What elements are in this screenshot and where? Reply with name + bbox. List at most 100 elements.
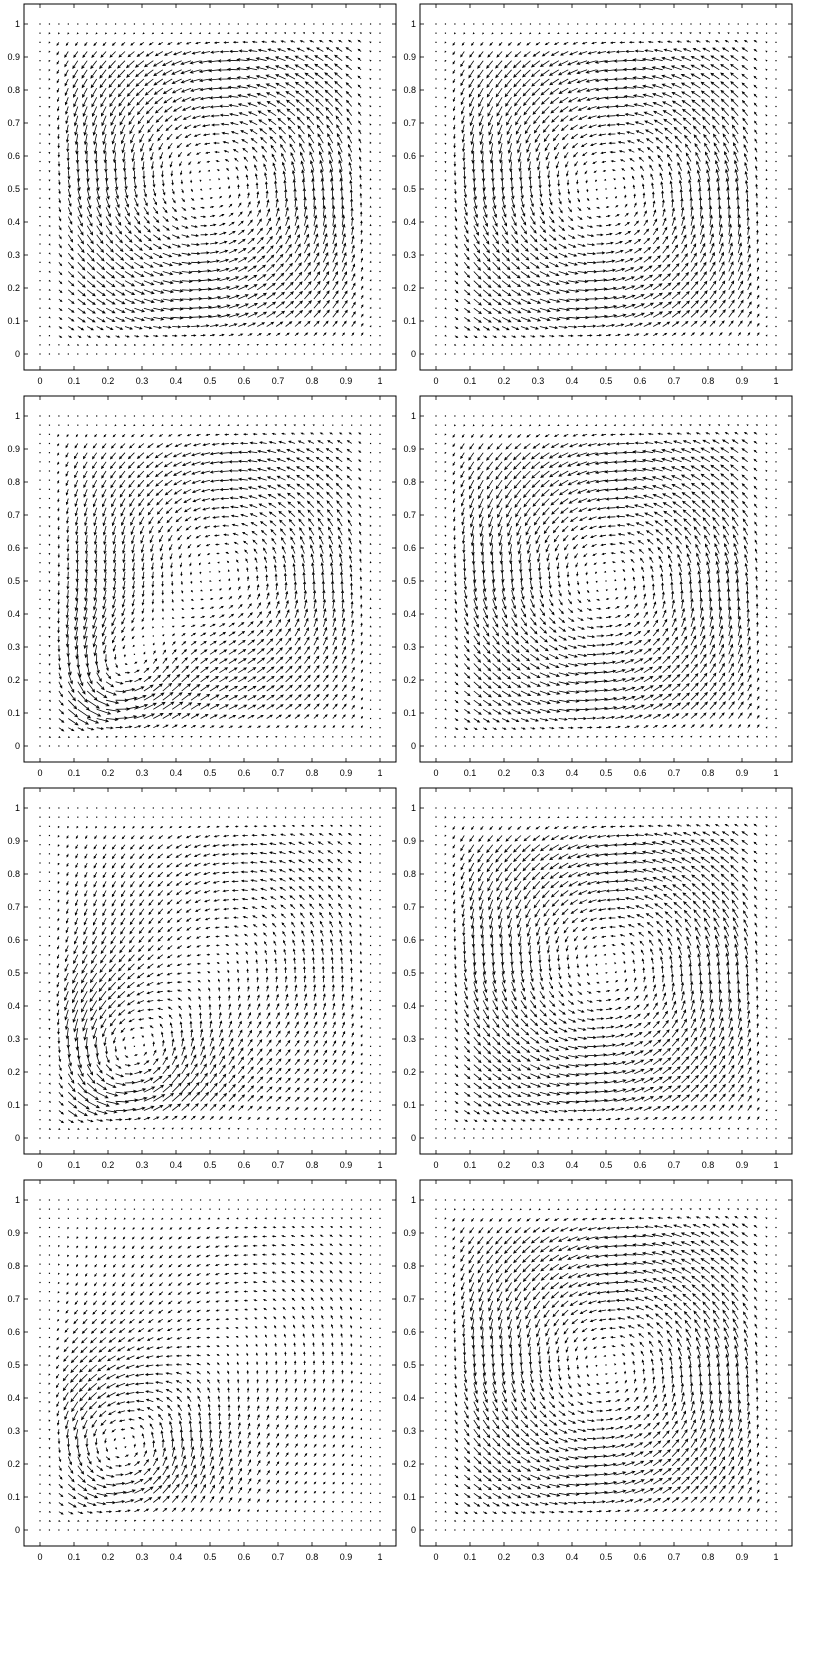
vector-arrow bbox=[135, 69, 145, 78]
vector-arrow bbox=[83, 489, 88, 498]
vector-arrow bbox=[663, 48, 673, 52]
vector-arrow bbox=[39, 708, 41, 710]
vector-arrow bbox=[58, 307, 63, 312]
vector-arrow bbox=[312, 32, 315, 35]
vector-arrow bbox=[511, 663, 521, 671]
vector-arrow bbox=[48, 507, 51, 510]
vector-arrow bbox=[190, 343, 194, 346]
vector-arrow bbox=[587, 261, 597, 265]
vector-arrow bbox=[246, 75, 258, 80]
vector-arrow bbox=[209, 96, 220, 100]
vector-arrow bbox=[112, 535, 116, 545]
vector-arrow bbox=[558, 681, 570, 686]
vector-arrow bbox=[65, 489, 69, 496]
vector-arrow bbox=[294, 332, 299, 337]
vector-arrow bbox=[435, 626, 437, 628]
vector-arrow bbox=[211, 123, 220, 127]
vector-arrow bbox=[605, 314, 618, 318]
vector-arrow bbox=[533, 507, 541, 517]
vector-arrow bbox=[82, 452, 88, 460]
vector-arrow bbox=[520, 617, 528, 627]
vector-arrow bbox=[756, 238, 759, 245]
vector-arrow bbox=[566, 424, 569, 426]
vector-arrow bbox=[124, 234, 133, 243]
vector-arrow bbox=[57, 498, 60, 503]
vector-arrow bbox=[311, 177, 315, 190]
vector-arrow bbox=[149, 525, 154, 535]
vector-arrow bbox=[728, 23, 730, 25]
vector-arrow bbox=[542, 516, 550, 525]
vector-arrow bbox=[701, 116, 711, 126]
vector-arrow bbox=[275, 310, 286, 318]
vector-arrow bbox=[681, 320, 689, 327]
vector-arrow bbox=[652, 102, 663, 107]
vector-arrow bbox=[153, 252, 163, 259]
vector-arrow bbox=[119, 489, 126, 498]
y-tick-label: 0.7 bbox=[7, 510, 20, 520]
vector-arrow bbox=[275, 235, 282, 245]
vector-arrow bbox=[311, 562, 315, 572]
vector-arrow bbox=[500, 32, 503, 35]
vector-arrow bbox=[96, 335, 101, 338]
vector-arrow bbox=[160, 161, 164, 169]
vector-arrow bbox=[594, 32, 598, 35]
vector-arrow bbox=[201, 498, 211, 502]
vector-arrow bbox=[299, 142, 305, 153]
vector-arrow bbox=[511, 289, 522, 296]
vector-arrow bbox=[334, 54, 343, 62]
vector-arrow bbox=[112, 590, 116, 600]
vector-arrow bbox=[266, 199, 270, 208]
vector-arrow bbox=[315, 107, 324, 116]
vector-arrow bbox=[77, 298, 86, 306]
vector-arrow bbox=[530, 727, 536, 730]
vector-arrow bbox=[93, 42, 98, 47]
vector-arrow bbox=[190, 640, 197, 646]
vector-arrow bbox=[222, 140, 229, 144]
vector-arrow bbox=[643, 353, 645, 355]
vector-arrow bbox=[256, 200, 260, 208]
vector-arrow bbox=[464, 690, 471, 697]
vector-arrow bbox=[143, 675, 152, 683]
vector-arrow bbox=[560, 115, 569, 122]
vector-arrow bbox=[569, 51, 578, 56]
vector-arrow bbox=[492, 415, 494, 417]
vector-arrow bbox=[268, 127, 277, 135]
vector-arrow bbox=[435, 344, 437, 346]
vector-arrow bbox=[67, 198, 72, 207]
vector-arrow bbox=[143, 225, 151, 233]
vector-arrow bbox=[209, 571, 211, 573]
vector-arrow bbox=[513, 78, 522, 88]
vector-arrow bbox=[690, 23, 692, 25]
vector-arrow bbox=[48, 69, 51, 72]
vector-arrow bbox=[332, 703, 338, 710]
vector-arrow bbox=[181, 297, 194, 302]
vector-arrow bbox=[580, 142, 588, 148]
vector-arrow bbox=[127, 452, 135, 460]
vector-arrow bbox=[219, 614, 225, 619]
vector-arrow bbox=[592, 161, 597, 164]
vector-arrow bbox=[668, 162, 673, 171]
vector-arrow bbox=[180, 179, 184, 185]
vector-arrow bbox=[151, 599, 155, 605]
vector-arrow bbox=[140, 535, 145, 544]
vector-arrow bbox=[567, 590, 571, 596]
vector-arrow bbox=[181, 225, 189, 229]
vector-arrow bbox=[435, 699, 437, 701]
vector-arrow bbox=[180, 580, 183, 586]
x-tick-label: 0.2 bbox=[102, 376, 115, 386]
vector-arrow bbox=[152, 60, 164, 67]
vector-arrow bbox=[632, 76, 644, 80]
vector-arrow bbox=[715, 168, 720, 180]
vector-arrow bbox=[294, 636, 301, 646]
vector-arrow bbox=[558, 580, 561, 588]
vector-arrow bbox=[169, 544, 173, 551]
vector-arrow bbox=[341, 290, 348, 300]
vector-arrow bbox=[238, 648, 247, 655]
vector-arrow bbox=[174, 124, 182, 131]
vector-arrow bbox=[57, 143, 60, 149]
vector-arrow bbox=[501, 644, 511, 654]
vector-arrow bbox=[172, 452, 182, 458]
vector-arrow bbox=[517, 535, 522, 546]
vector-arrow bbox=[57, 580, 60, 587]
vector-arrow bbox=[328, 150, 334, 162]
